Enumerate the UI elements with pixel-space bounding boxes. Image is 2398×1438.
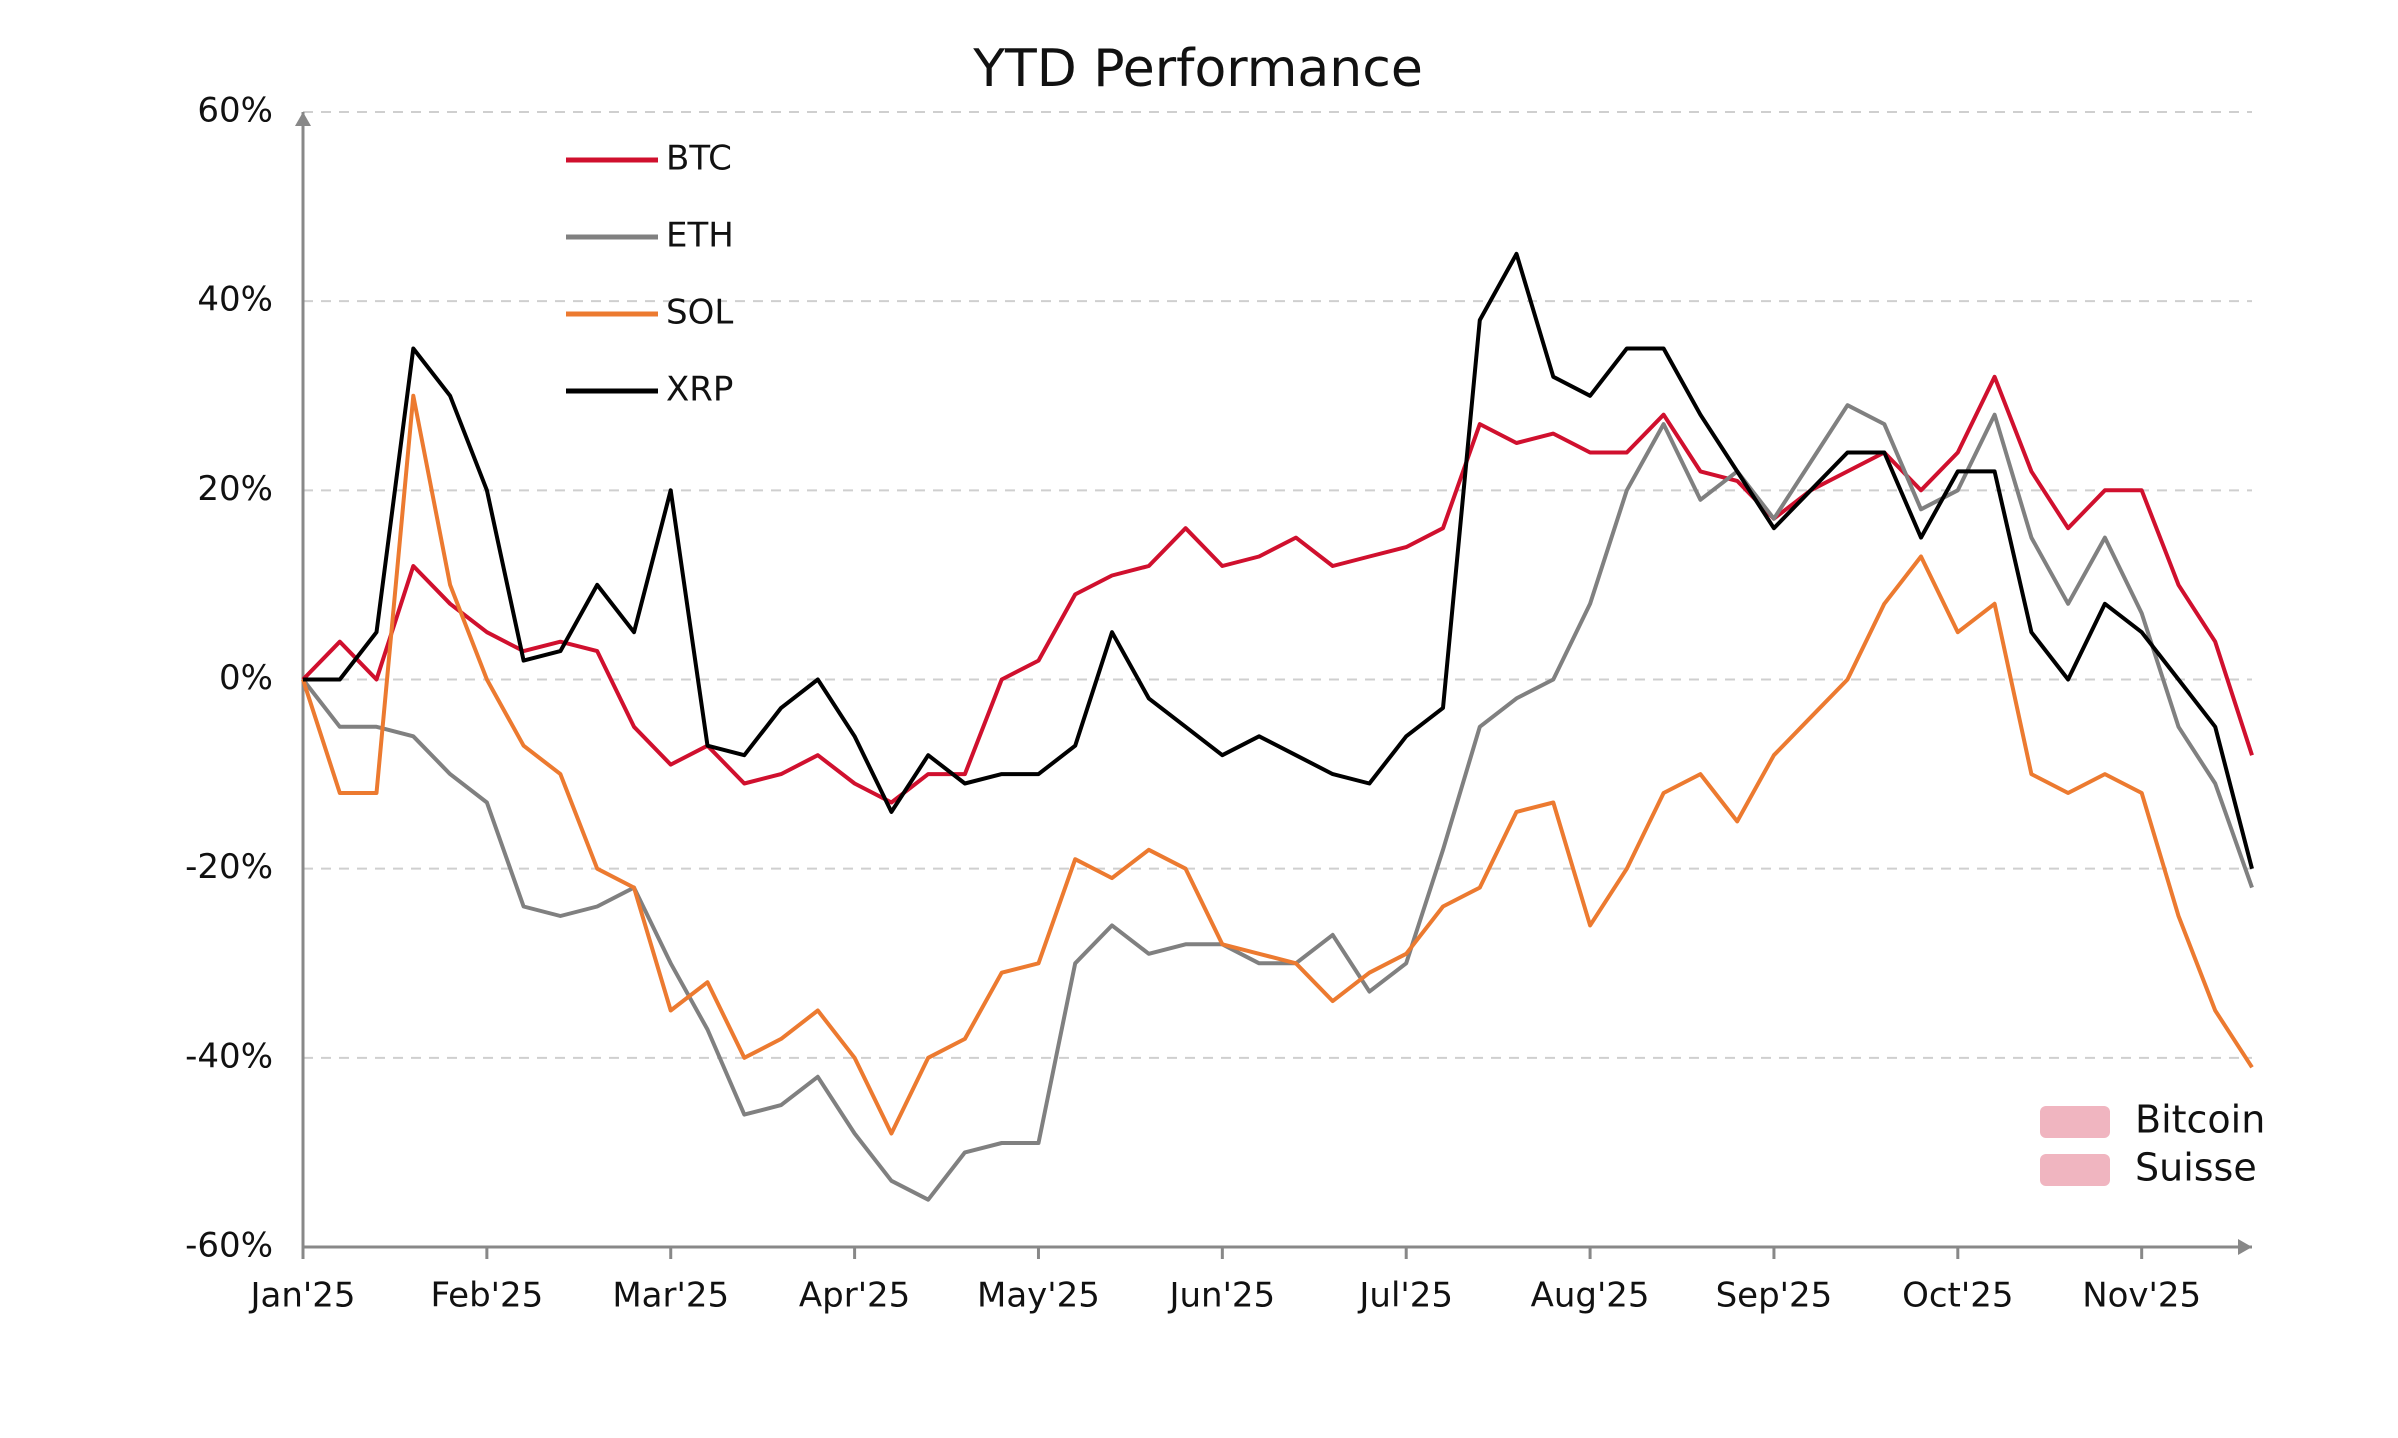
chart-title: YTD Performance [972, 39, 1423, 99]
x-tick-label: Aug'25 [1531, 1276, 1650, 1316]
y-tick-label: 0% [219, 658, 273, 698]
y-tick-label: 40% [197, 280, 273, 320]
y-tick-label: -20% [185, 847, 273, 887]
y-axis-arrow [295, 112, 311, 126]
series-line [301, 374, 2254, 805]
x-tick-label: Apr'25 [799, 1276, 910, 1316]
legend-label: BTC [666, 139, 732, 179]
y-tick-label: 60% [197, 91, 273, 131]
legend-label: SOL [666, 293, 733, 333]
y-tick-label: -40% [185, 1036, 273, 1076]
series-line [303, 251, 2254, 870]
y-tick-label: -60% [185, 1226, 273, 1266]
y-tick-label: 20% [197, 469, 273, 509]
x-tick-label: Mar'25 [612, 1276, 729, 1316]
x-tick-label: Sep'25 [1716, 1276, 1833, 1316]
x-tick-label: Nov'25 [2082, 1276, 2201, 1316]
series-line [301, 393, 2254, 1136]
x-tick-label: Jan'25 [248, 1276, 355, 1316]
watermark-text: Suisse [2135, 1146, 2257, 1190]
legend-label: XRP [666, 370, 733, 410]
watermark-text: Bitcoin [2135, 1098, 2265, 1142]
watermark-logo [2040, 1106, 2110, 1138]
legend-label: ETH [666, 216, 734, 256]
x-tick-label: Oct'25 [1902, 1276, 2013, 1316]
series-line [301, 403, 2254, 1202]
watermark-logo [2040, 1154, 2110, 1186]
x-tick-label: Jul'25 [1357, 1276, 1453, 1316]
x-tick-label: Jun'25 [1167, 1276, 1275, 1316]
x-axis-arrow [2238, 1239, 2252, 1255]
x-tick-label: May'25 [977, 1276, 1100, 1316]
x-tick-label: Feb'25 [430, 1276, 543, 1316]
